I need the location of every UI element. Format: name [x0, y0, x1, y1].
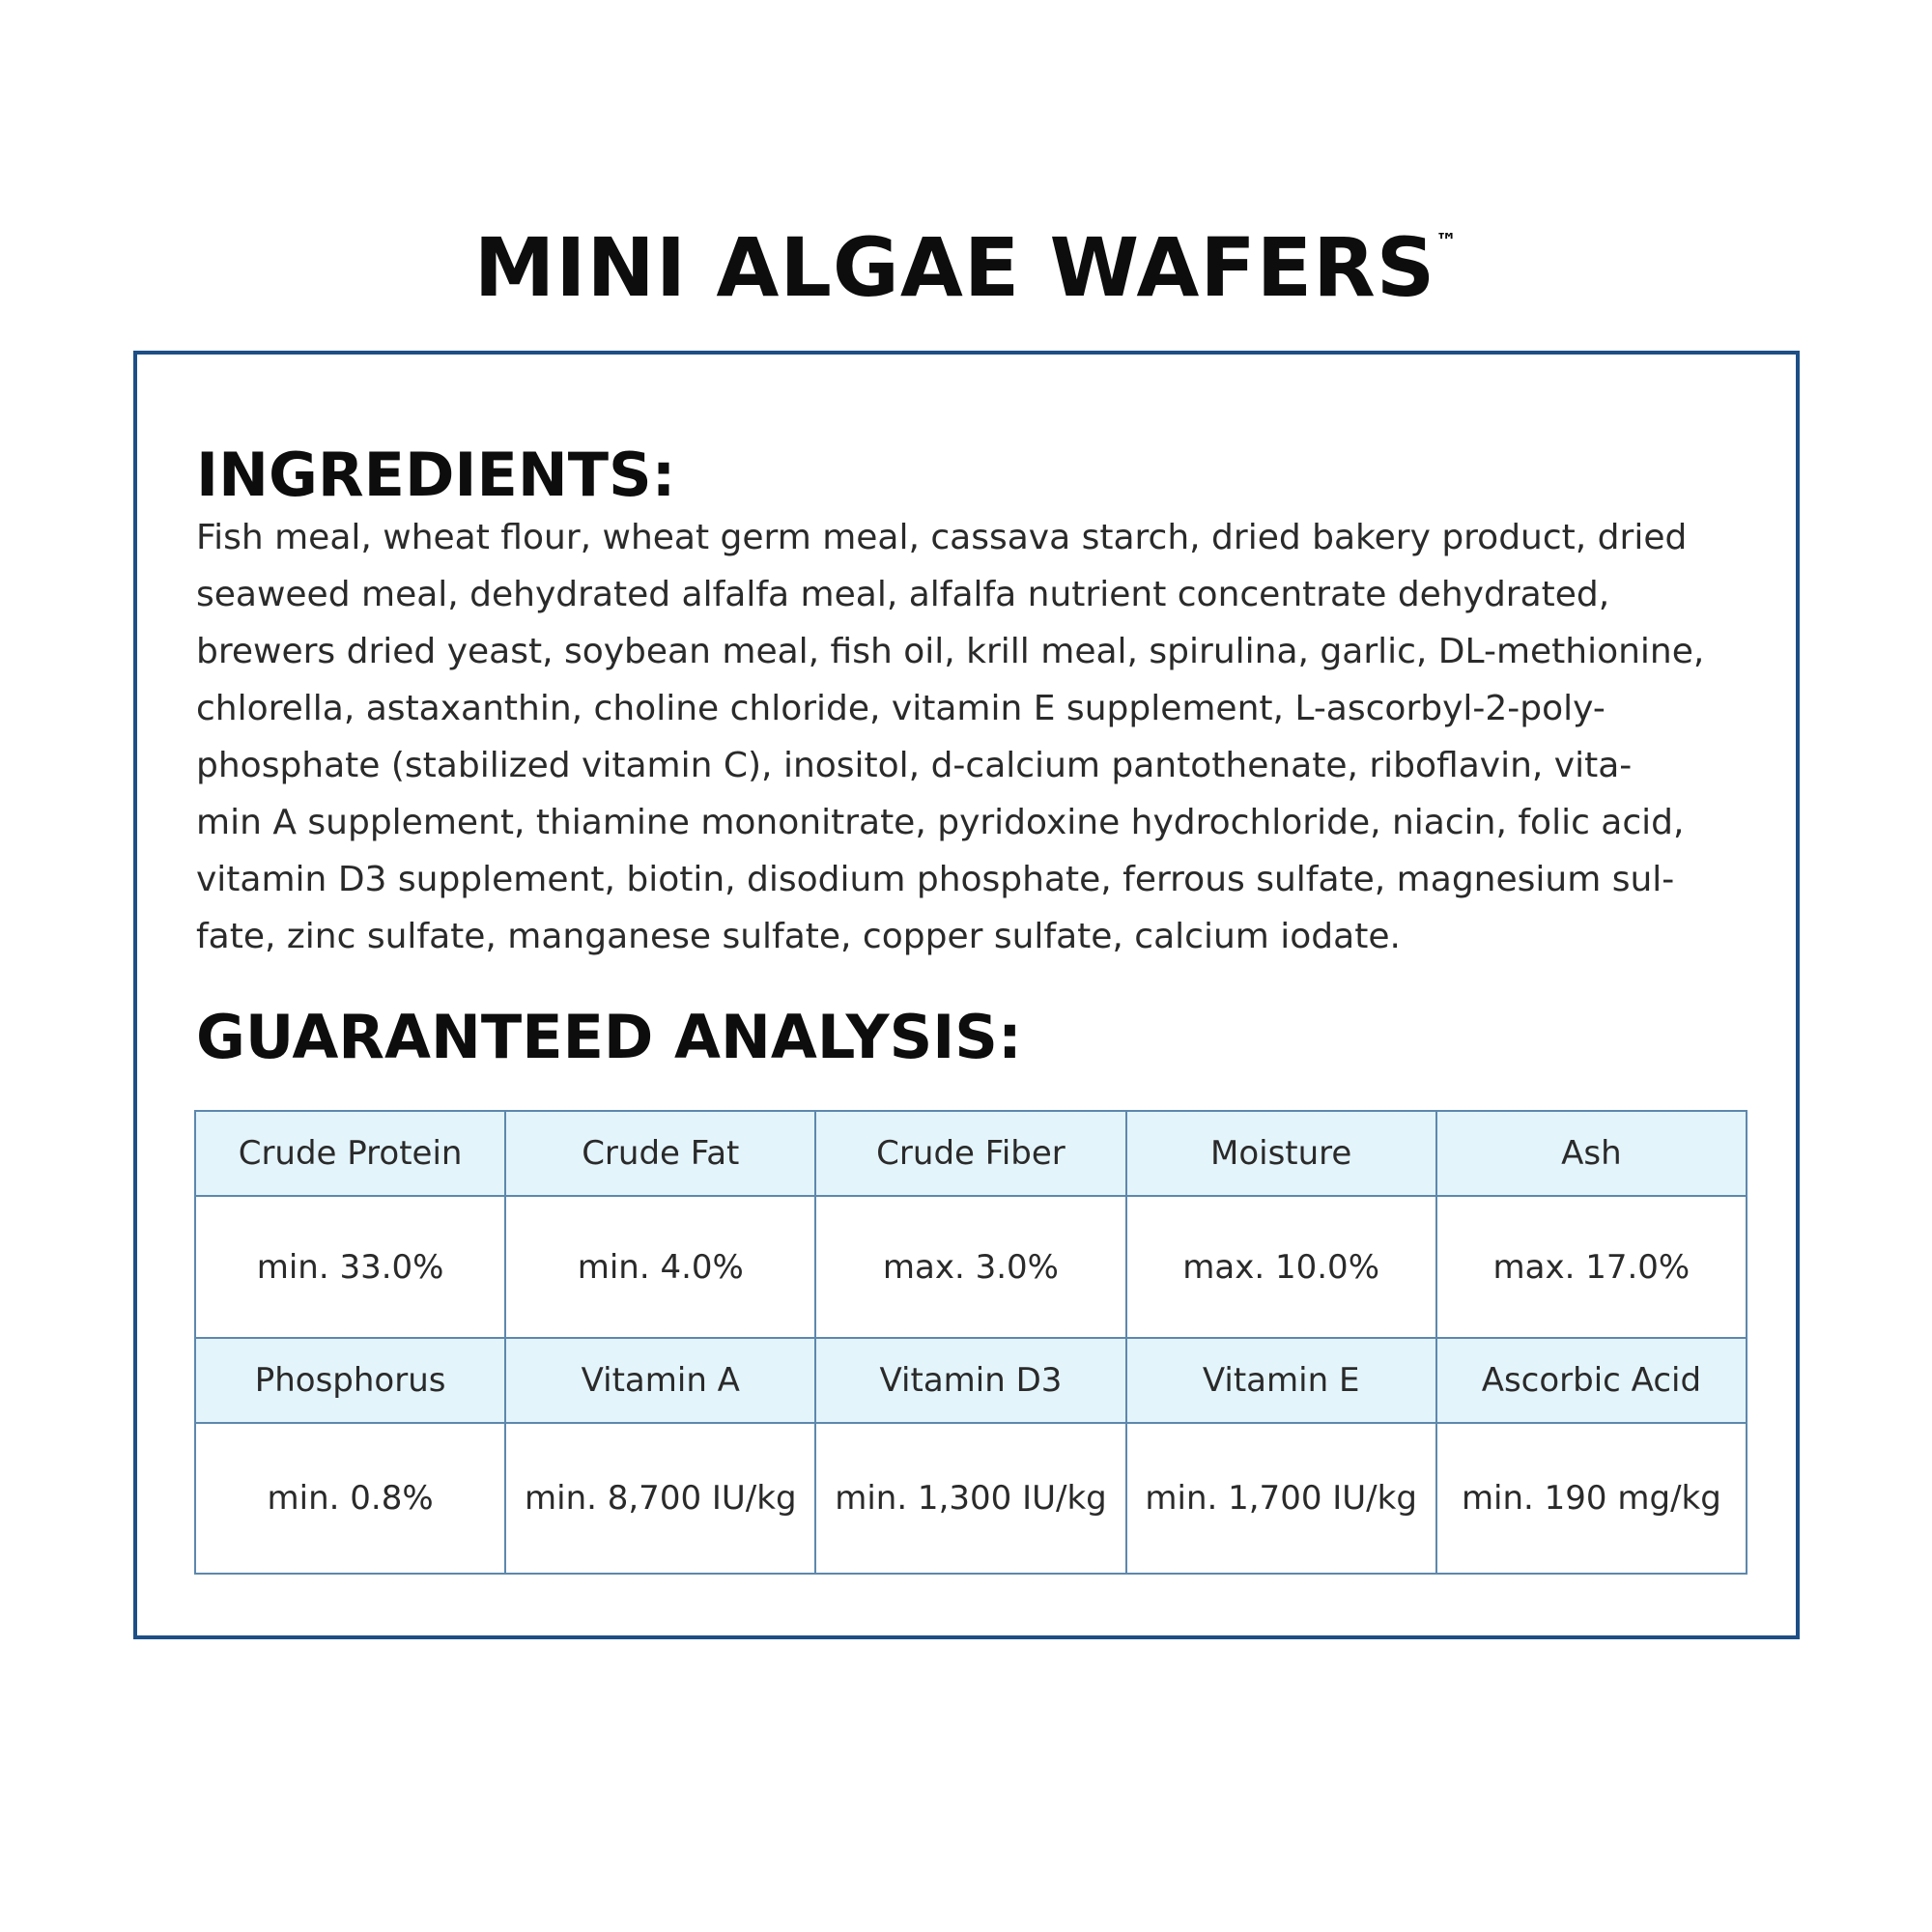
ingredients-line: Fish meal, wheat flour, wheat germ meal,… — [196, 518, 1688, 557]
table-header-row: Crude Protein Crude Fat Crude Fiber Mois… — [193, 1110, 1748, 1197]
table-header-cell: Phosphorus — [193, 1337, 507, 1424]
table-cell: min. 0.8% — [193, 1422, 507, 1575]
table-header-cell: Ash — [1435, 1110, 1748, 1197]
table-cell: max. 3.0% — [814, 1195, 1127, 1339]
table-header-cell: Crude Protein — [193, 1110, 507, 1197]
product-title: MINI ALGAE WAFERS™ — [0, 220, 1932, 315]
table-header-cell: Ascorbic Acid — [1435, 1337, 1748, 1424]
ingredients-line: brewers dried yeast, soybean meal, fish … — [196, 632, 1705, 671]
table-header-cell: Vitamin A — [504, 1337, 817, 1424]
table-header-cell: Crude Fiber — [814, 1110, 1127, 1197]
ingredients-heading: INGREDIENTS: — [196, 440, 676, 510]
table-cell: min. 4.0% — [504, 1195, 817, 1339]
table-cell: min. 8,700 IU/kg — [504, 1422, 817, 1575]
table-cell: min. 33.0% — [193, 1195, 507, 1339]
table-header-cell: Moisture — [1124, 1110, 1437, 1197]
analysis-table: Crude Protein Crude Fat Crude Fiber Mois… — [193, 1110, 1748, 1575]
trademark-symbol: ™ — [1435, 230, 1459, 254]
info-panel: INGREDIENTS: Fish meal, wheat flour, whe… — [133, 351, 1800, 1639]
table-cell: min. 1,700 IU/kg — [1124, 1422, 1437, 1575]
product-title-text: MINI ALGAE WAFERS — [473, 220, 1436, 315]
ingredients-line: fate, zinc sulfate, manganese sulfate, c… — [196, 917, 1401, 956]
table-cell: min. 1,300 IU/kg — [814, 1422, 1127, 1575]
table-header-cell: Vitamin D3 — [814, 1337, 1127, 1424]
ingredients-line: vitamin D3 supplement, biotin, disodium … — [196, 860, 1675, 899]
ingredients-line: phosphate (stabilized vitamin C), inosit… — [196, 746, 1633, 785]
ingredients-line: seaweed meal, dehydrated alfalfa meal, a… — [196, 575, 1610, 614]
table-header-cell: Vitamin E — [1124, 1337, 1437, 1424]
table-cell: max. 10.0% — [1124, 1195, 1437, 1339]
ingredients-line: chlorella, astaxanthin, choline chloride… — [196, 689, 1605, 728]
table-row: min. 0.8% min. 8,700 IU/kg min. 1,300 IU… — [193, 1422, 1748, 1575]
ingredients-line: min A supplement, thiamine mononitrate, … — [196, 803, 1685, 842]
table-cell: max. 17.0% — [1435, 1195, 1748, 1339]
ingredients-text: Fish meal, wheat flour, wheat germ meal,… — [196, 509, 1790, 965]
table-header-row: Phosphorus Vitamin A Vitamin D3 Vitamin … — [193, 1337, 1748, 1424]
table-header-cell: Crude Fat — [504, 1110, 817, 1197]
table-cell: min. 190 mg/kg — [1435, 1422, 1748, 1575]
table-row: min. 33.0% min. 4.0% max. 3.0% max. 10.0… — [193, 1195, 1748, 1339]
analysis-heading: GUARANTEED ANALYSIS: — [196, 1002, 1022, 1072]
